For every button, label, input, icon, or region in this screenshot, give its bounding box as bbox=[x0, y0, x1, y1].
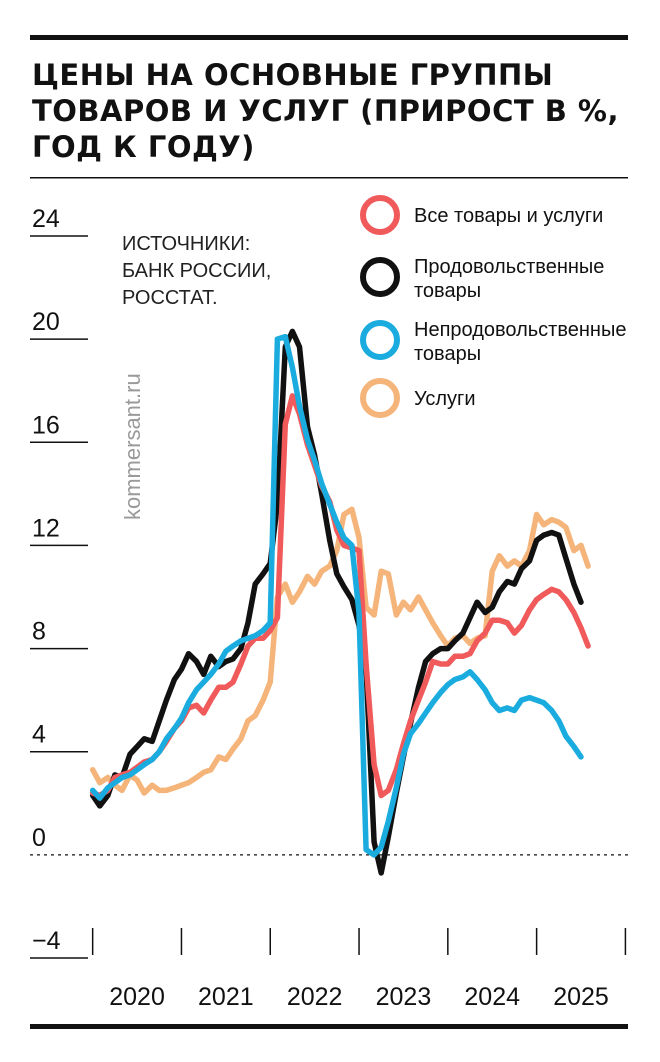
x-tick-label: 2020 bbox=[109, 983, 165, 1011]
legend-label: товары bbox=[414, 280, 481, 302]
x-axis: 2020 2021 2022 2023 2024 2025 bbox=[91, 928, 627, 1011]
x-tick-label: 2022 bbox=[287, 983, 343, 1011]
legend-label: Все товары и услуги bbox=[414, 205, 603, 227]
title-divider bbox=[30, 177, 628, 179]
x-tick-label: 2023 bbox=[376, 983, 432, 1011]
legend-label: Продовольственные bbox=[414, 256, 604, 278]
x-tick-label: 2024 bbox=[464, 983, 520, 1011]
x-tick-label: 2021 bbox=[198, 983, 254, 1011]
legend-marker bbox=[360, 320, 400, 360]
bottom-rule bbox=[30, 1024, 628, 1029]
chart-title-line-2: ТОВАРОВ И УСЛУГ (ПРИРОСТ В %, bbox=[32, 94, 619, 128]
series-lines bbox=[89, 328, 591, 876]
chart-title-line-1: ЦЕНЫ НА ОСНОВНЫЕ ГРУППЫ bbox=[32, 58, 553, 92]
series-line bbox=[89, 333, 584, 858]
legend-label: Непродовольственные bbox=[414, 319, 626, 341]
source-line-2: БАНК РОССИИ, bbox=[122, 260, 271, 282]
legend: Все товары и услугиПродовольственныетова… bbox=[360, 195, 626, 418]
y-tick-label: 24 bbox=[32, 205, 60, 233]
y-tick-label: −4 bbox=[32, 927, 61, 955]
y-tick-label: 4 bbox=[32, 721, 46, 749]
legend-marker bbox=[360, 378, 400, 418]
legend-marker bbox=[360, 257, 400, 297]
y-tick-label: 8 bbox=[32, 618, 46, 646]
y-tick-label: 12 bbox=[32, 514, 60, 542]
top-rule bbox=[30, 35, 628, 40]
source-line-3: РОССТАТ. bbox=[122, 287, 218, 309]
series-line bbox=[89, 328, 584, 876]
legend-label: товары bbox=[414, 343, 481, 365]
x-tick-label: 2025 bbox=[553, 983, 609, 1011]
y-tick-label: 0 bbox=[32, 824, 46, 852]
source-line-1: ИСТОЧНИКИ: bbox=[122, 233, 250, 255]
y-tick-label: 16 bbox=[32, 411, 60, 439]
chart-title-line-3: ГОД К ГОДУ) bbox=[32, 130, 255, 164]
y-tick-label: 20 bbox=[32, 308, 60, 336]
legend-label: Услуги bbox=[414, 388, 476, 410]
y-grid: 24 20 16 12 8 4 0 −4 bbox=[30, 205, 628, 959]
watermark: kommersant.ru bbox=[120, 373, 145, 520]
series-line bbox=[89, 506, 591, 796]
legend-marker bbox=[360, 195, 400, 235]
